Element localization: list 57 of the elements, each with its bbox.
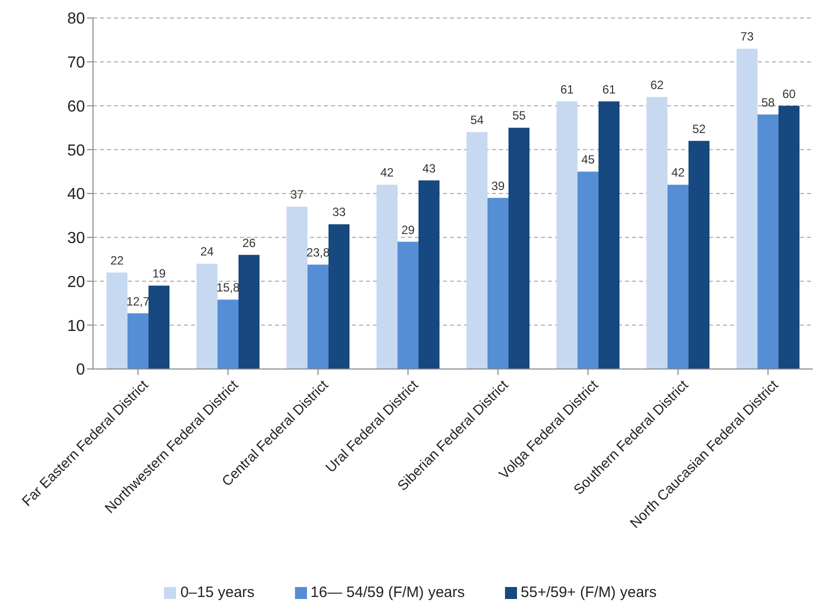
bar bbox=[758, 114, 778, 369]
data-label: 24 bbox=[200, 244, 214, 259]
bar bbox=[556, 101, 578, 369]
data-label: 42 bbox=[380, 166, 394, 180]
y-tick-label: 20 bbox=[67, 274, 86, 291]
data-label: 33 bbox=[332, 205, 346, 220]
data-label: 26 bbox=[242, 236, 256, 250]
bar bbox=[376, 184, 398, 369]
y-tick-label: 80 bbox=[67, 10, 86, 28]
data-label: 45 bbox=[581, 152, 595, 167]
data-label: 61 bbox=[560, 82, 574, 96]
bar bbox=[398, 242, 418, 369]
bar bbox=[646, 96, 668, 369]
data-label: 19 bbox=[152, 266, 166, 281]
bar bbox=[508, 128, 530, 369]
bar bbox=[668, 184, 688, 369]
y-tick-label: 10 bbox=[67, 318, 86, 335]
data-label: 29 bbox=[401, 222, 415, 237]
data-label: 61 bbox=[602, 82, 616, 96]
data-label: 54 bbox=[470, 113, 484, 128]
bar bbox=[128, 313, 148, 369]
bar bbox=[418, 180, 440, 369]
bar bbox=[598, 101, 620, 369]
bar bbox=[218, 300, 238, 369]
y-tick-label: 50 bbox=[67, 142, 86, 160]
bar bbox=[736, 48, 758, 369]
y-tick-label: 0 bbox=[76, 362, 86, 379]
bar bbox=[238, 254, 260, 369]
data-label: 43 bbox=[422, 161, 436, 176]
bar bbox=[466, 132, 488, 369]
bar bbox=[148, 286, 170, 369]
data-label: 58 bbox=[761, 96, 775, 110]
bar bbox=[286, 206, 308, 369]
bar bbox=[196, 264, 218, 369]
legend-label: 0–15 years bbox=[180, 584, 255, 601]
data-label: 62 bbox=[650, 78, 664, 92]
data-label: 52 bbox=[692, 122, 706, 136]
bar bbox=[106, 272, 128, 369]
y-tick-label: 30 bbox=[67, 230, 86, 248]
y-tick-label: 70 bbox=[67, 54, 86, 72]
data-label: 73 bbox=[740, 30, 754, 44]
legend-label: 16— 54/59 (F/M) years bbox=[310, 584, 465, 601]
y-tick-label: 40 bbox=[67, 186, 86, 204]
data-label: 37 bbox=[290, 188, 304, 202]
data-label: 42 bbox=[671, 166, 685, 180]
data-label: 39 bbox=[491, 178, 505, 193]
bar bbox=[308, 264, 328, 369]
data-label: 55 bbox=[512, 108, 526, 123]
data-label: 60 bbox=[782, 86, 796, 101]
bar bbox=[578, 172, 598, 369]
y-tick-label: 60 bbox=[67, 98, 86, 116]
bar bbox=[328, 224, 350, 369]
bar bbox=[688, 140, 710, 369]
data-label: 22 bbox=[110, 253, 124, 268]
bar bbox=[778, 106, 800, 369]
legend-label: 55+/59+ (F/M) years bbox=[520, 584, 657, 601]
bar bbox=[488, 198, 508, 369]
